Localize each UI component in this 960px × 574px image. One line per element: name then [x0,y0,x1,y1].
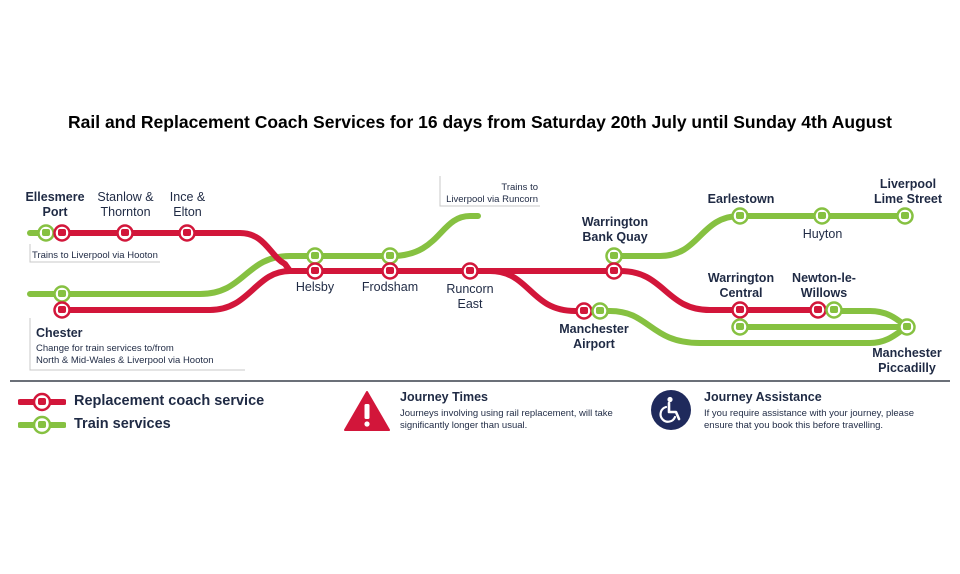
station-marker-chester-train [53,285,71,303]
train-line-chester-runcorn [27,213,481,297]
station-label-piccadilly: Manchester Piccadilly [872,346,942,375]
station-marker-warrington-central-coach [731,301,749,319]
station-marker-piccadilly [898,318,916,336]
journey-assistance-heading: Journey Assistance [704,390,822,404]
chester-note-bracket [29,318,245,371]
station-label-warrington-bq: Warrington Bank Quay [581,215,649,244]
page-title: Rail and Replacement Coach Services for … [67,112,893,132]
station-label-liverpool: Liverpool Lime Street [873,177,943,206]
station-marker-frodsham-coach [381,262,399,280]
station-marker-stanlow [116,224,134,242]
station-label-ince: Ince & Elton [169,190,206,219]
coach-line-ellesmere [45,230,293,274]
station-label-chester: Chester [36,326,83,340]
station-label-helsby: Helsby [295,280,335,294]
station-label-warrington-central: Warrington Central [707,271,775,300]
station-marker-huyton [813,207,831,225]
legend-divider [10,380,950,382]
route-map [27,176,916,371]
coach-line-airport [467,268,593,314]
station-marker-helsby-coach [306,262,324,280]
station-label-runcorn-east: Runcorn East [446,282,494,311]
station-marker-chester-coach [53,301,71,319]
legend-coach-label: Replacement coach service [74,393,265,409]
station-marker-newton-train [825,301,843,319]
runcorn-note: Trains to Liverpool via Runcorn [446,182,538,205]
station-marker-ince [178,224,196,242]
station-marker-liverpool [896,207,914,225]
station-marker-bq-coach [605,262,623,280]
station-label-huyton: Huyton [802,227,843,241]
station-marker-ellesmere-port-coach [53,224,71,242]
station-label-manchester-airport: Manchester Airport [559,322,629,351]
train-line-airport-piccadilly [587,308,910,346]
station-marker-runcorn-east [461,262,479,280]
station-label-frodsham: Frodsham [361,280,419,294]
journey-assistance-body: If you require assistance with your jour… [704,408,914,431]
legend-train-label: Train services [74,416,171,432]
station-marker-ellesmere-port-train [37,224,55,242]
station-marker-airport-train [591,302,609,320]
station-label-earlestown: Earlestown [707,192,775,206]
station-label-stanlow: Stanlow & Thornton [97,190,154,219]
coach-line-chester [59,268,293,313]
station-marker-airport-coach [575,302,593,320]
station-marker-newton-coach [809,301,827,319]
station-marker-warrington-central-train [731,318,749,336]
station-marker-frodsham-train [381,247,399,265]
station-label-newton: Newton-le- Willows [792,271,856,300]
chester-note: Change for train services to/from North … [36,343,214,366]
legend-symbols [18,392,66,435]
coach-line-main [287,268,825,313]
station-marker-bq-train [605,247,623,265]
hooton-note: Trains to Liverpool via Hooton [32,250,158,261]
wheelchair-icon [651,390,691,430]
journey-times-body: Journeys involving using rail replacemen… [400,408,613,431]
warning-icon [344,391,390,431]
station-marker-helsby-train [306,247,324,265]
journey-times-heading: Journey Times [400,390,489,404]
runcorn-note-bracket [439,176,540,207]
station-marker-earlestown [731,207,749,225]
station-label-ellesmere-port: Ellesmere Port [25,190,85,219]
hooton-note-bracket [29,244,160,263]
